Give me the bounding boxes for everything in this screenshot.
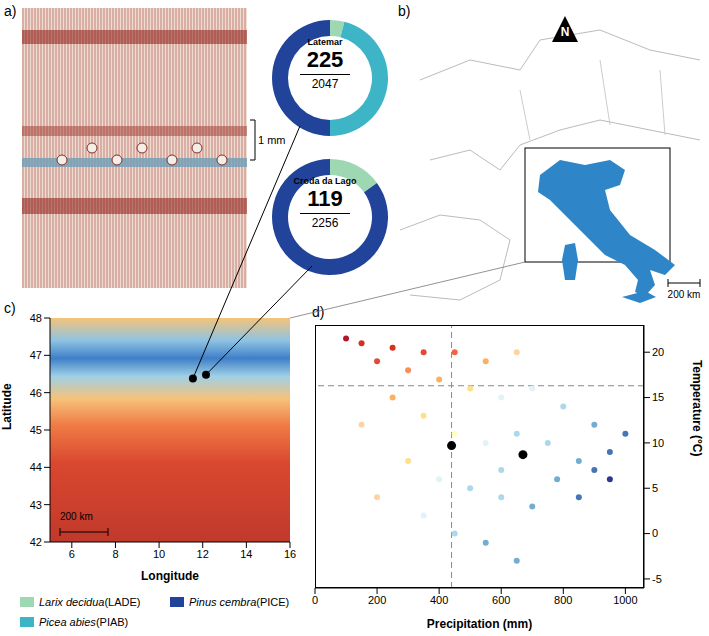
html-text:Pinus cembra (PICE): Pinus cembra (PICE) — [189, 596, 290, 608]
html-text:b): b) — [398, 3, 411, 19]
svg-text:200: 200 — [368, 594, 386, 606]
svg-text:Longitude: Longitude — [141, 569, 199, 583]
svg-text:N: N — [561, 25, 570, 39]
svg-text:43: 43 — [30, 499, 42, 511]
svg-text:20: 20 — [652, 346, 664, 358]
svg-text:14: 14 — [240, 548, 252, 560]
html-text:Croda da Lago: Croda da Lago — [293, 176, 357, 186]
html-text:c): c) — [4, 300, 16, 316]
html-text:a): a) — [4, 3, 17, 19]
svg-text:600: 600 — [492, 594, 510, 606]
svg-text:8: 8 — [112, 548, 118, 560]
html-text:2256: 2256 — [311, 216, 339, 230]
svg-text:200 km: 200 km — [668, 289, 701, 300]
svg-text:0: 0 — [652, 527, 658, 539]
svg-text:44: 44 — [30, 461, 42, 473]
svg-text:-5: -5 — [652, 573, 662, 585]
svg-text:48: 48 — [30, 312, 42, 324]
html-text:225: 225 — [306, 47, 344, 72]
svg-text:46: 46 — [30, 387, 42, 399]
html-text:d): d) — [312, 304, 325, 320]
svg-text:400: 400 — [430, 594, 448, 606]
svg-text:Precipitation (mm): Precipitation (mm) — [427, 617, 532, 631]
html-text:Picea abies (PIAB): Picea abies (PIAB) — [39, 616, 129, 628]
svg-text:10: 10 — [652, 437, 664, 449]
html-text:Larix decidua (LADE): Larix decidua (LADE) — [39, 596, 141, 608]
svg-text:Temperature (°C): Temperature (°C) — [690, 360, 704, 457]
svg-text:47: 47 — [30, 349, 42, 361]
svg-text:10: 10 — [153, 548, 165, 560]
svg-text:42: 42 — [30, 536, 42, 548]
svg-text:45: 45 — [30, 424, 42, 436]
html-text:200 km: 200 km — [60, 511, 93, 522]
svg-text:15: 15 — [652, 391, 664, 403]
svg-text:12: 12 — [197, 548, 209, 560]
svg-text:0: 0 — [312, 594, 318, 606]
svg-text:800: 800 — [554, 594, 572, 606]
svg-text:6: 6 — [69, 548, 75, 560]
svg-text:1000: 1000 — [613, 594, 637, 606]
html-text:2047: 2047 — [311, 77, 339, 91]
html-text:119: 119 — [307, 186, 343, 211]
svg-text:5: 5 — [652, 482, 658, 494]
svg-text:Latitude: Latitude — [0, 383, 14, 430]
svg-text:16: 16 — [284, 548, 296, 560]
html-text:Latemar: Latemar — [307, 37, 343, 47]
html-text:1 mm: 1 mm — [258, 134, 286, 146]
